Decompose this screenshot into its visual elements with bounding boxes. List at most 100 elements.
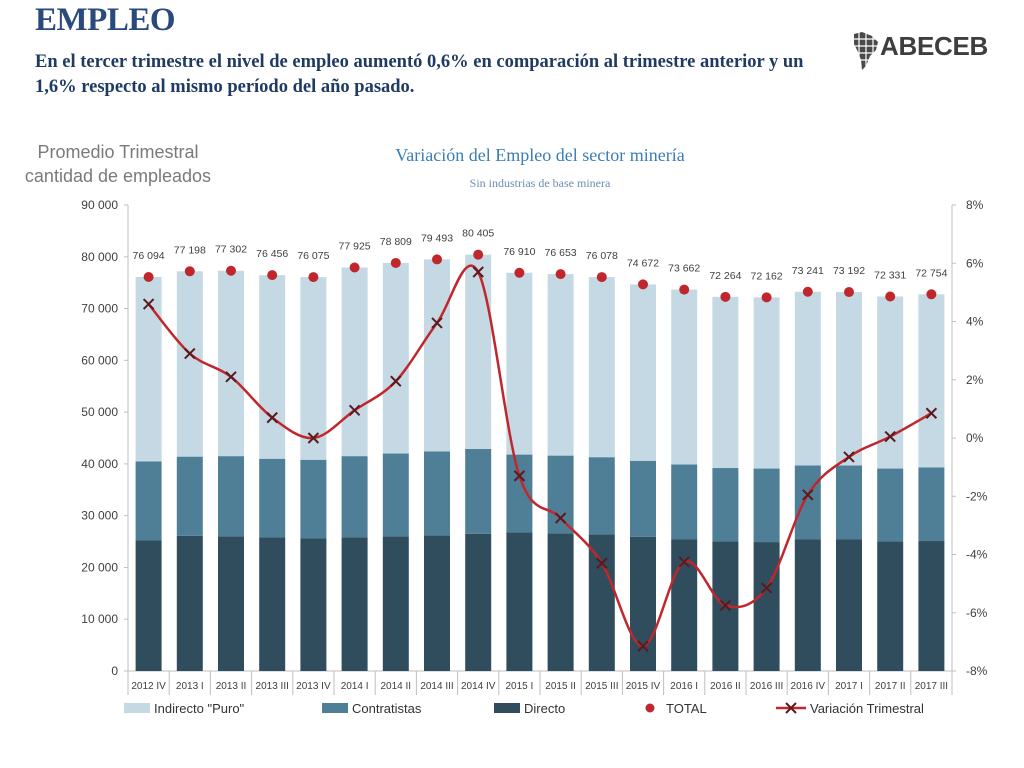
y-tick-label: 40 000	[81, 457, 118, 471]
bar-indirecto	[424, 259, 450, 452]
variacion-point	[390, 375, 402, 387]
bar-directo	[918, 541, 945, 671]
abeceb-logo: ABECEB	[852, 30, 992, 72]
bar-indirecto	[465, 254, 492, 449]
bar-indirecto	[836, 292, 862, 466]
bar-indirecto	[341, 267, 368, 457]
bar-directo	[753, 542, 780, 671]
legend-total-label: TOTAL	[666, 701, 707, 716]
bar-indirecto	[176, 271, 203, 457]
total-point	[226, 265, 236, 276]
bar-indirecto	[794, 291, 821, 466]
bar-indirecto	[712, 296, 739, 469]
x-tick-label: 2017 I	[835, 681, 863, 692]
bar-directo	[135, 540, 162, 671]
x-tick-label: 2016 IV	[791, 681, 826, 692]
x-tick-label: 2012 IV	[131, 681, 166, 692]
bar-indirecto	[588, 277, 615, 458]
variacion-point	[719, 599, 732, 612]
bar-directo	[382, 536, 409, 671]
bar-contratistas	[218, 456, 244, 537]
bar-contratistas	[794, 465, 821, 540]
x-tick-label: 2014 I	[341, 681, 369, 692]
variacion-point	[513, 470, 526, 482]
bar-contratistas	[918, 467, 945, 542]
bar-contratistas	[753, 468, 780, 543]
total-point	[720, 291, 731, 302]
bar-contratistas	[588, 457, 615, 535]
y-tick-label: 10 000	[81, 612, 118, 626]
total-point	[802, 286, 813, 297]
total-point	[184, 266, 195, 277]
bar-contratistas	[465, 448, 492, 534]
x-tick-label: 2013 IV	[296, 681, 331, 692]
bar-contratistas	[176, 456, 203, 536]
x-tick-label: 2017 II	[875, 681, 906, 692]
total-data-label: 76 094	[133, 250, 165, 262]
bar-directo	[877, 541, 904, 671]
bar-indirecto	[135, 277, 162, 462]
bar-directo	[630, 536, 656, 671]
variacion-point	[554, 512, 567, 524]
legend-total-swatch	[645, 703, 655, 713]
bar-directo	[836, 539, 862, 671]
total-data-label: 77 302	[215, 244, 247, 256]
chart-subtitle: Sin industrias de base minera	[469, 176, 611, 190]
bar-indirecto	[218, 270, 244, 457]
y2-tick-label: 6%	[966, 256, 984, 270]
x-tick-label: 2016 II	[710, 681, 741, 692]
total-data-label: 73 192	[833, 265, 865, 277]
legend-contratistas-swatch	[322, 703, 348, 713]
total-data-label: 76 456	[256, 248, 288, 260]
variacion-point	[925, 407, 938, 419]
total-data-label: 73 241	[792, 265, 824, 277]
legend-contratistas-label: Contratistas	[352, 701, 422, 716]
y-axis-label: Promedio Trimestral cantidad de empleado…	[24, 142, 212, 186]
total-point	[926, 289, 937, 300]
total-data-label: 76 078	[586, 250, 618, 262]
y-tick-label: 20 000	[81, 560, 118, 574]
map-icon	[852, 30, 880, 72]
bar-contratistas	[424, 451, 450, 536]
logo-text: ABECEB	[880, 31, 988, 61]
total-point	[390, 257, 401, 268]
legend-directo-label: Directo	[524, 701, 565, 716]
total-point	[761, 292, 772, 303]
bar-contratistas	[341, 456, 368, 538]
y-tick-label: 90 000	[81, 198, 118, 212]
total-point	[432, 254, 442, 265]
x-tick-label: 2015 IV	[626, 681, 661, 692]
total-data-label: 80 405	[462, 228, 494, 240]
bar-contratistas	[135, 461, 162, 541]
variacion-point	[802, 489, 814, 501]
variacion-point	[637, 640, 649, 652]
total-point	[885, 291, 896, 302]
total-point	[308, 272, 319, 283]
variacion-line	[147, 264, 933, 648]
bar-contratistas	[259, 458, 286, 538]
x-tick-label: 2016 I	[670, 681, 698, 692]
bar-directo	[424, 535, 450, 671]
y-tick-label: 70 000	[81, 302, 118, 316]
y-tick-label: 50 000	[81, 405, 118, 419]
variacion-point	[348, 404, 361, 417]
total-data-label: 76 653	[545, 247, 577, 259]
chart-title: Variación del Empleo del sector minería	[395, 145, 685, 165]
bar-directo	[465, 533, 492, 671]
variacion-point	[142, 298, 155, 310]
total-data-label: 74 672	[627, 257, 659, 269]
total-data-label: 76 075	[297, 250, 329, 262]
total-point	[638, 279, 648, 290]
total-point	[844, 287, 854, 298]
variacion-point	[678, 556, 690, 568]
total-point	[679, 284, 690, 295]
bar-contratistas	[671, 464, 698, 540]
variacion-point	[472, 266, 484, 278]
legend-indirecto-swatch	[124, 703, 150, 713]
page-title: EMPLEO	[35, 2, 176, 38]
legend-indirecto-label: Indirecto "Puro"	[154, 701, 245, 716]
total-data-label: 72 331	[874, 269, 906, 281]
y-tick-label: 80 000	[81, 250, 118, 264]
bar-directo	[588, 534, 615, 671]
bar-contratistas	[506, 454, 533, 533]
